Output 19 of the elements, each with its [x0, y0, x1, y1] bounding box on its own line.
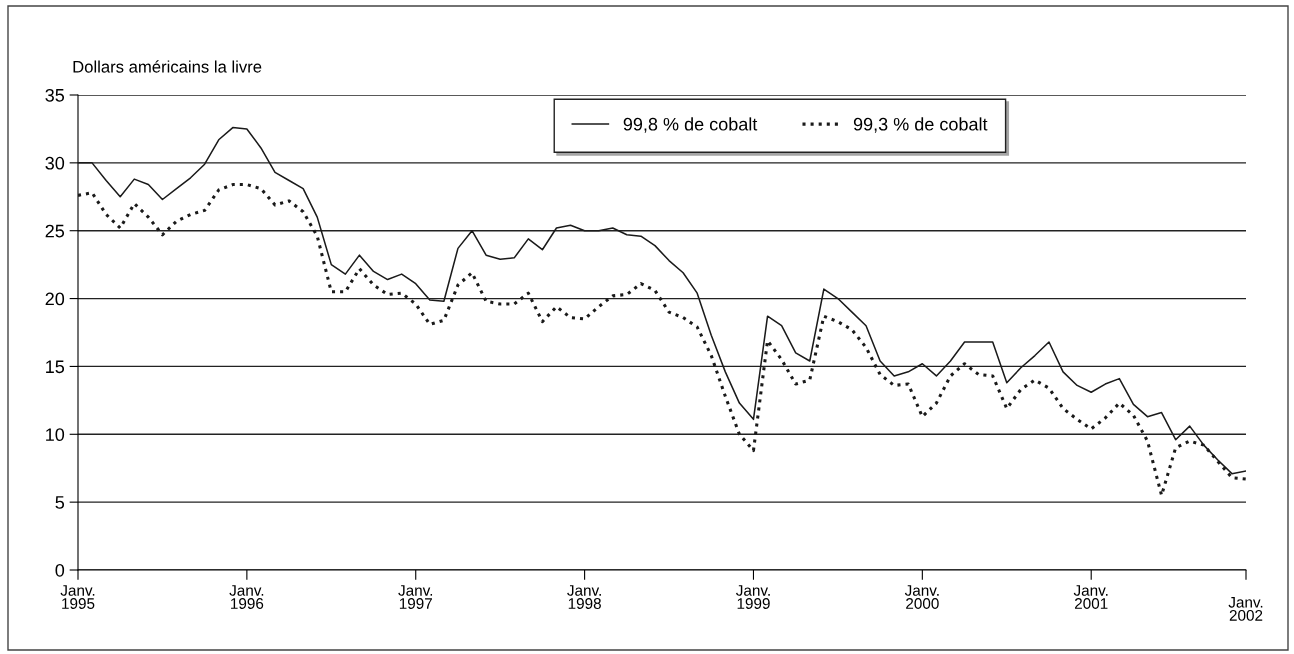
x-tick-label: Janv. 2001 [1073, 585, 1108, 609]
x-tick-label: Janv. 2000 [904, 585, 939, 609]
y-tick-label: 15 [46, 360, 65, 374]
x-tick-label: Janv. 1995 [60, 585, 95, 609]
y-axis-title: Dollars américains la livre [73, 60, 262, 73]
y-tick-label: 10 [46, 428, 65, 442]
legend-label: 99,8 % de cobalt [623, 117, 758, 133]
y-tick-label: 35 [45, 88, 65, 102]
x-tick-label: Janv. 1997 [398, 585, 433, 609]
x-tick-label: Janv. 1998 [567, 585, 601, 609]
y-tick-label: 0 [55, 563, 65, 577]
y-tick-label: 25 [45, 224, 65, 238]
y-tick-label: 20 [45, 292, 65, 306]
legend-label: 99,3 % de cobalt [853, 117, 988, 133]
x-tick-label: Janv. 1999 [736, 585, 770, 609]
x-tick-label: Janv. 1996 [229, 585, 264, 609]
y-tick-label: 30 [45, 156, 65, 170]
y-tick-label: 5 [55, 496, 65, 509]
x-tick-label: Janv. 2002 [1228, 597, 1263, 621]
